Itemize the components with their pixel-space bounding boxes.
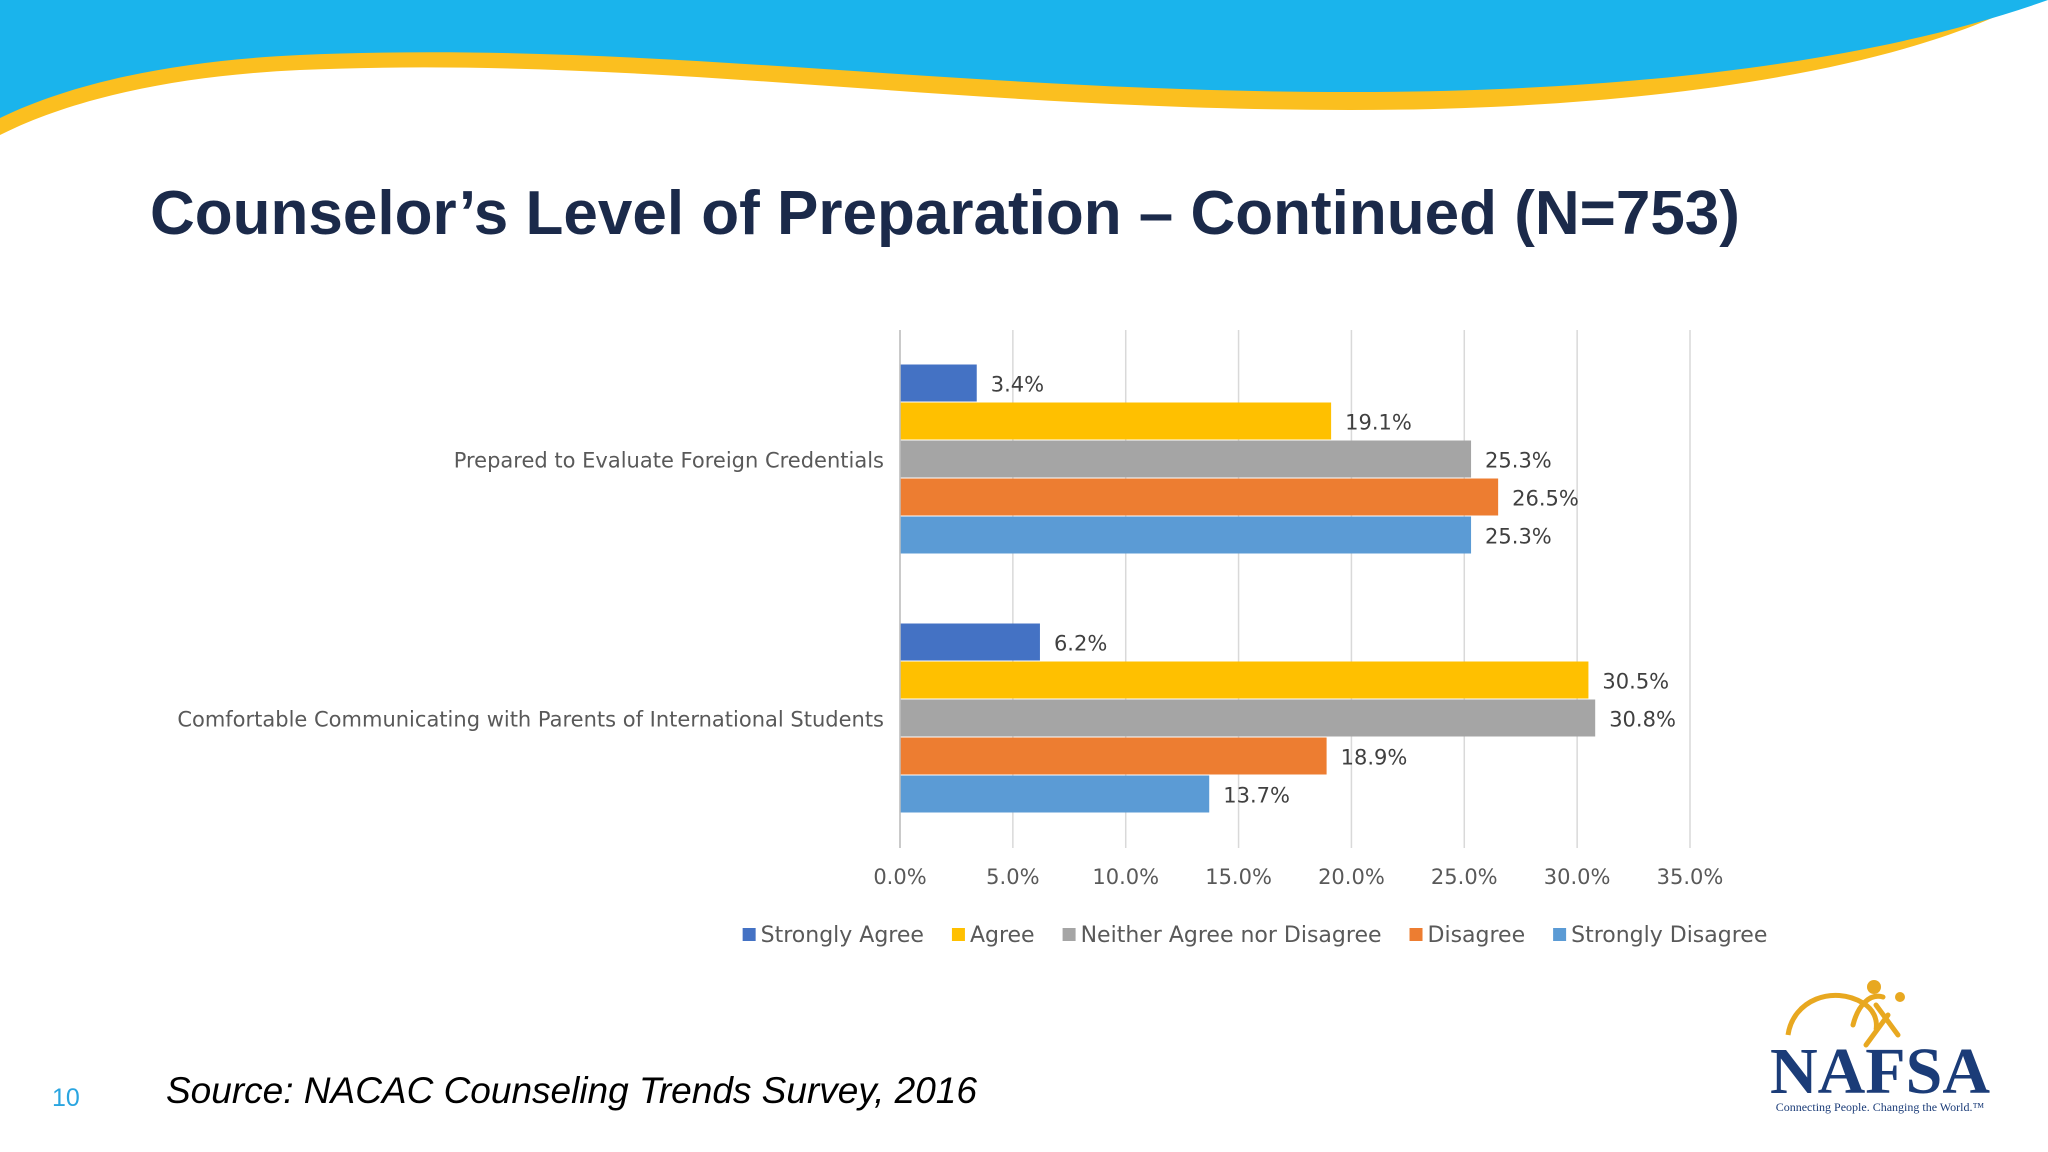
data-label: 25.3% — [1485, 525, 1552, 549]
data-label: 3.4% — [991, 373, 1044, 397]
bar — [900, 775, 1210, 813]
logo-wordmark: NAFSA — [1770, 1035, 1990, 1108]
tick-labels: 0.0% 5.0% 10.0% 15.0% 20.0% 25.0% 30.0% 35.0% — [873, 865, 1723, 889]
legend-label: Strongly Disagree — [1571, 923, 1767, 948]
legend-item: Disagree — [1409, 923, 1526, 948]
bar — [900, 699, 1596, 737]
x-tick-label: 10.0% — [1092, 865, 1159, 889]
data-label: 30.8% — [1609, 708, 1676, 732]
data-label: 13.7% — [1223, 784, 1290, 808]
bar — [900, 737, 1327, 775]
data-label: 18.9% — [1341, 746, 1408, 770]
slide-title: Counselor’s Level of Preparation – Conti… — [150, 179, 1740, 248]
logo-head-icon — [1867, 980, 1881, 994]
legend-item: Neither Agree nor Disagree — [1062, 923, 1382, 948]
category-label: Prepared to Evaluate Foreign Credentials — [454, 449, 884, 473]
legend-swatch — [1553, 928, 1567, 941]
legend-swatch — [1409, 928, 1423, 941]
source-note: Source: NACAC Counseling Trends Survey, … — [166, 1070, 977, 1111]
legend-item: Strongly Agree — [742, 923, 924, 948]
logo-swirl-icon — [1785, 992, 1879, 1036]
legend-swatch — [742, 928, 756, 941]
data-label: 26.5% — [1512, 487, 1579, 511]
bar — [900, 661, 1589, 699]
data-labels: 3.4% 19.1% 25.3% 26.5% 25.3% 6.2% 30.5% 30.8% 18… — [991, 373, 1676, 808]
legend-swatch — [1062, 928, 1076, 941]
x-tick-label: 30.0% — [1544, 865, 1611, 889]
header-wave-banner — [0, 0, 2048, 135]
data-label: 19.1% — [1345, 411, 1412, 435]
x-tick-label: 35.0% — [1657, 865, 1724, 889]
logo-figure-icon — [1850, 993, 1901, 1048]
preparation-bar-chart: 3.4% 19.1% 25.3% 26.5% 25.3% 6.2% 30.5% 30.8% 18… — [177, 330, 1767, 948]
data-label: 6.2% — [1054, 632, 1107, 656]
nafsa-logo: NAFSA Connecting People. Changing the Wo… — [1770, 980, 1990, 1114]
bar — [900, 364, 977, 402]
x-tick-label: 15.0% — [1205, 865, 1272, 889]
bar — [900, 623, 1040, 661]
banner-blue-wave — [0, 0, 2048, 118]
legend-swatch — [951, 928, 965, 941]
category-label: Comfortable Communicating with Parents o… — [177, 708, 884, 732]
data-label: 25.3% — [1485, 449, 1552, 473]
bar — [900, 402, 1332, 440]
x-tick-label: 0.0% — [873, 865, 926, 889]
category-labels: Prepared to Evaluate Foreign Credentials… — [177, 449, 884, 732]
logo-tagline: Connecting People. Changing the World.™ — [1776, 1100, 1985, 1114]
bar — [900, 516, 1472, 554]
bar — [900, 478, 1499, 516]
x-tick-label: 25.0% — [1431, 865, 1498, 889]
data-label: 30.5% — [1602, 670, 1669, 694]
legend-item: Strongly Disagree — [1553, 923, 1767, 948]
legend-label: Neither Agree nor Disagree — [1081, 923, 1382, 948]
logo-dot-icon — [1895, 992, 1905, 1002]
legend: Strongly Agree Agree Neither Agree nor Dis… — [742, 923, 1767, 948]
legend-items: Strongly Agree Agree Neither Agree nor Dis… — [742, 923, 1767, 948]
legend-label: Disagree — [1428, 923, 1526, 948]
bars — [900, 364, 1596, 813]
page-number: 10 — [52, 1084, 80, 1112]
legend-label: Agree — [970, 923, 1035, 948]
x-tick-label: 20.0% — [1318, 865, 1385, 889]
legend-item: Agree — [951, 923, 1035, 948]
x-tick-label: 5.0% — [986, 865, 1039, 889]
legend-label: Strongly Agree — [761, 923, 924, 948]
bar — [900, 440, 1472, 478]
